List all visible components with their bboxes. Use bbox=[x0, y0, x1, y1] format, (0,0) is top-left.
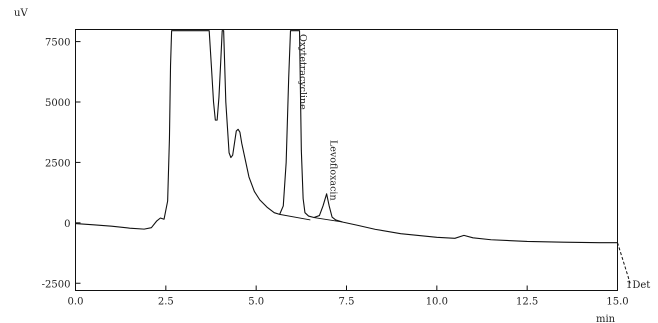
peak-label: Levofloxacin bbox=[328, 140, 339, 201]
x-tick-label: 7.5 bbox=[339, 297, 355, 308]
peak-label: Oxytetracycline bbox=[297, 34, 308, 110]
detector-label: 1Det bbox=[626, 280, 650, 291]
x-tick-label: 12.5 bbox=[516, 297, 538, 308]
y-tick-label: -2500 bbox=[42, 279, 71, 290]
plot-frame bbox=[75, 29, 618, 291]
detector-tail-line bbox=[617, 242, 631, 284]
integration-baseline bbox=[279, 213, 311, 221]
y-tick-label: 7500 bbox=[45, 38, 70, 49]
x-axis: 0.0 2.5 5.0 7.5 10.0 12.5 15.0 bbox=[68, 285, 629, 308]
integration-baseline bbox=[313, 217, 343, 223]
y-tick-label: 0 bbox=[64, 219, 70, 230]
x-tick-label: 10.0 bbox=[426, 297, 448, 308]
chromatogram-trace bbox=[75, 30, 618, 244]
peak-labels: Oxytetracycline Levofloxacin bbox=[297, 34, 339, 201]
x-tick-label: 15.0 bbox=[606, 297, 628, 308]
y-tick-label: 5000 bbox=[45, 98, 70, 109]
x-axis-label: min bbox=[596, 314, 616, 323]
x-tick-label: 5.0 bbox=[248, 297, 264, 308]
x-tick-label: 2.5 bbox=[158, 297, 174, 308]
series-layer bbox=[75, 30, 631, 284]
x-tick-label: 0.0 bbox=[68, 297, 84, 308]
y-axis-label: uV bbox=[14, 8, 28, 19]
y-tick-label: 2500 bbox=[45, 158, 70, 169]
y-axis: 7500 5000 2500 0 -2500 bbox=[42, 38, 81, 290]
